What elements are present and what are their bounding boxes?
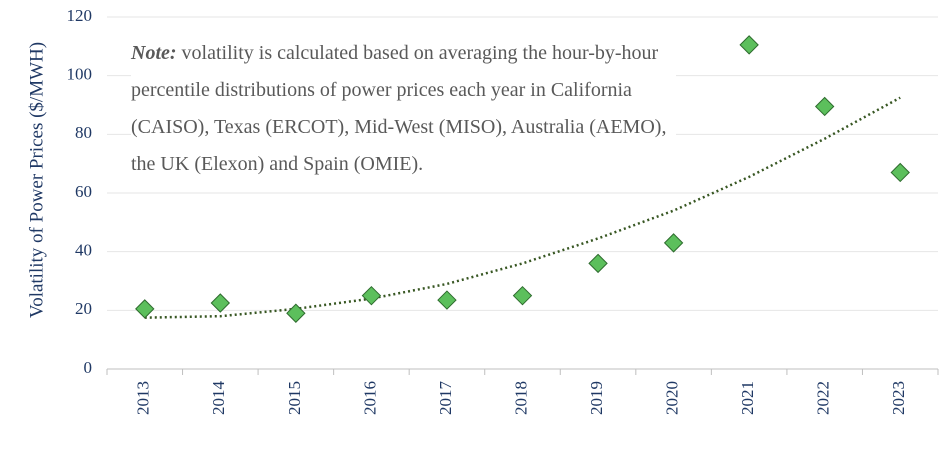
y-axis-label: Volatility of Power Prices ($/MWH) — [26, 42, 47, 318]
y-tick-label: 80 — [75, 123, 92, 142]
note-text: volatility is calculated based on averag… — [131, 42, 667, 175]
data-point — [286, 303, 306, 323]
note-label: Note: — [131, 42, 177, 64]
data-point — [814, 96, 835, 117]
x-tick-label: 2013 — [134, 381, 153, 415]
trendline — [144, 96, 901, 319]
data-point — [588, 253, 608, 274]
x-tick-label: 2014 — [209, 381, 228, 416]
x-tick-label: 2020 — [662, 381, 681, 415]
data-point — [663, 233, 684, 253]
data-point — [437, 290, 457, 310]
x-tick-label: 2018 — [511, 381, 530, 415]
y-tick-label: 60 — [75, 182, 92, 201]
x-tick-label: 2017 — [436, 381, 455, 416]
note: Note: volatility is calculated based on … — [131, 35, 676, 183]
y-tick-label: 0 — [84, 358, 93, 377]
x-tick-label: 2016 — [360, 381, 379, 415]
y-tick-label: 120 — [67, 6, 93, 25]
y-tick-label: 20 — [75, 299, 92, 318]
x-tick-label: 2019 — [587, 381, 606, 415]
data-point — [739, 35, 759, 55]
x-tick-label: 2023 — [889, 381, 908, 415]
data-point — [210, 293, 231, 313]
data-point — [135, 299, 155, 319]
x-tick-label: 2021 — [738, 381, 757, 415]
data-point — [361, 285, 382, 306]
x-tick-label: 2022 — [814, 381, 833, 415]
y-tick-label: 100 — [67, 65, 93, 84]
x-tick-label: 2015 — [285, 381, 304, 415]
y-tick-label: 40 — [75, 241, 92, 260]
data-point — [512, 285, 533, 306]
data-point — [890, 162, 910, 183]
